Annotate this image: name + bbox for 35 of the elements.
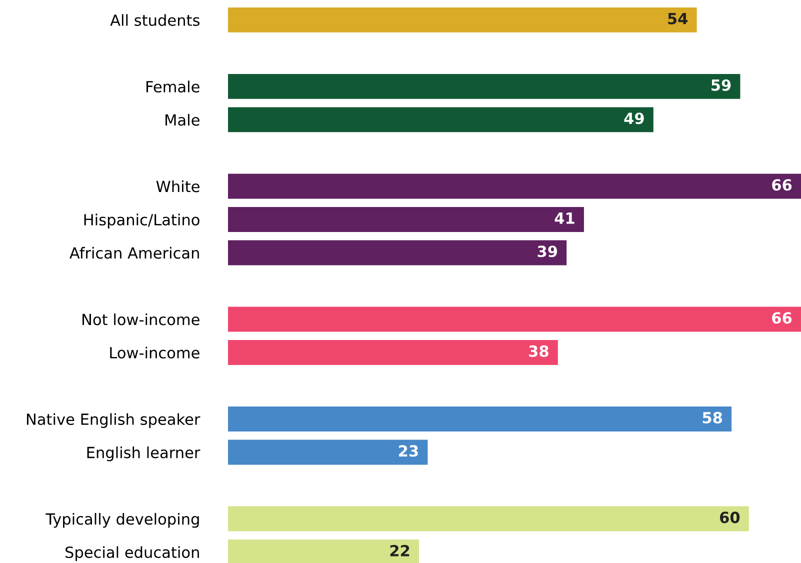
bar bbox=[228, 207, 584, 232]
data-label: 66 bbox=[772, 179, 792, 191]
bar bbox=[228, 240, 567, 266]
bar bbox=[228, 406, 732, 432]
data-label: 39 bbox=[538, 246, 558, 258]
y-tick-label: Female bbox=[146, 80, 200, 92]
data-label: 59 bbox=[712, 79, 731, 91]
data-label: 23 bbox=[399, 445, 418, 457]
data-label: 66 bbox=[772, 312, 792, 324]
data-label: 54 bbox=[668, 13, 688, 24]
y-tick-label: African American bbox=[70, 246, 199, 259]
bar bbox=[228, 174, 801, 199]
y-tick-label: White bbox=[156, 180, 200, 192]
data-label: 60 bbox=[720, 512, 740, 524]
bar bbox=[228, 107, 654, 132]
y-tick-label: Hispanic/Latino bbox=[84, 214, 200, 228]
y-tick-label: Not low-income bbox=[82, 313, 200, 326]
bar bbox=[228, 506, 749, 532]
bar bbox=[228, 440, 428, 465]
bar bbox=[228, 74, 740, 99]
data-label: 58 bbox=[702, 412, 722, 424]
data-label: 49 bbox=[624, 112, 644, 124]
y-tick-label: English learner bbox=[87, 446, 200, 462]
y-tick-label: Native English speaker bbox=[26, 413, 200, 428]
y-tick-label: Typically developing bbox=[46, 512, 199, 528]
bar bbox=[228, 7, 697, 32]
y-tick-label: Special education bbox=[66, 546, 199, 562]
data-label: 38 bbox=[529, 345, 548, 357]
y-tick-label: Male bbox=[166, 114, 200, 126]
data-label: 41 bbox=[554, 212, 574, 224]
bar bbox=[228, 306, 801, 332]
y-tick-label: All students bbox=[110, 14, 200, 26]
y-tick-label: Low-income bbox=[110, 346, 200, 359]
bar bbox=[228, 340, 558, 365]
data-label: 22 bbox=[390, 544, 410, 556]
